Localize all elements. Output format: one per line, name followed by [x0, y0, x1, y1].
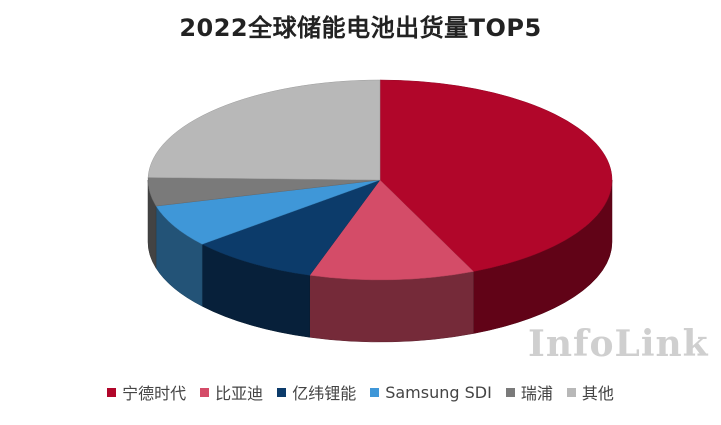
legend-label: 比亚迪 — [215, 384, 264, 403]
legend-item-segment-5: 瑞浦 — [505, 380, 553, 404]
legend-item-segment-2: 比亚迪 — [200, 380, 263, 404]
legend-label: 亿纬锂能 — [292, 384, 357, 403]
legend-item-samsung-sdi: Samsung SDI — [370, 383, 492, 402]
legend-swatch — [370, 387, 380, 397]
legend-swatch — [566, 387, 576, 397]
chart-legend: 宁德时代 比亚迪 亿纬锂能 Samsung SDI 瑞浦 其他 — [0, 380, 721, 404]
legend-item-segment-3: 亿纬锂能 — [277, 380, 356, 404]
chart-title: 2022全球储能电池出货量TOP5 — [179, 14, 542, 42]
legend-label: 其他 — [581, 384, 614, 403]
pie-slice-segment-6 — [147, 79, 381, 181]
pie-slice-segment-2 — [309, 179, 474, 281]
legend-label: 宁德时代 — [122, 384, 187, 403]
legend-label: Samsung SDI — [385, 382, 492, 402]
infolink-watermark: InfoLink — [528, 323, 709, 365]
legend-swatch — [505, 387, 515, 397]
pie-slice-segment-3 — [201, 179, 381, 276]
legend-item-segment-6: 其他 — [566, 380, 614, 404]
legend-swatch — [107, 387, 117, 397]
legend-swatch — [277, 387, 287, 397]
pie-side-segment-2 — [309, 271, 474, 343]
pie-slice-segment-1 — [379, 79, 613, 272]
legend-item-segment-1: 宁德时代 — [107, 380, 186, 404]
pie-chart — [147, 79, 613, 343]
legend-swatch — [200, 387, 210, 397]
legend-label: 瑞浦 — [520, 384, 553, 403]
